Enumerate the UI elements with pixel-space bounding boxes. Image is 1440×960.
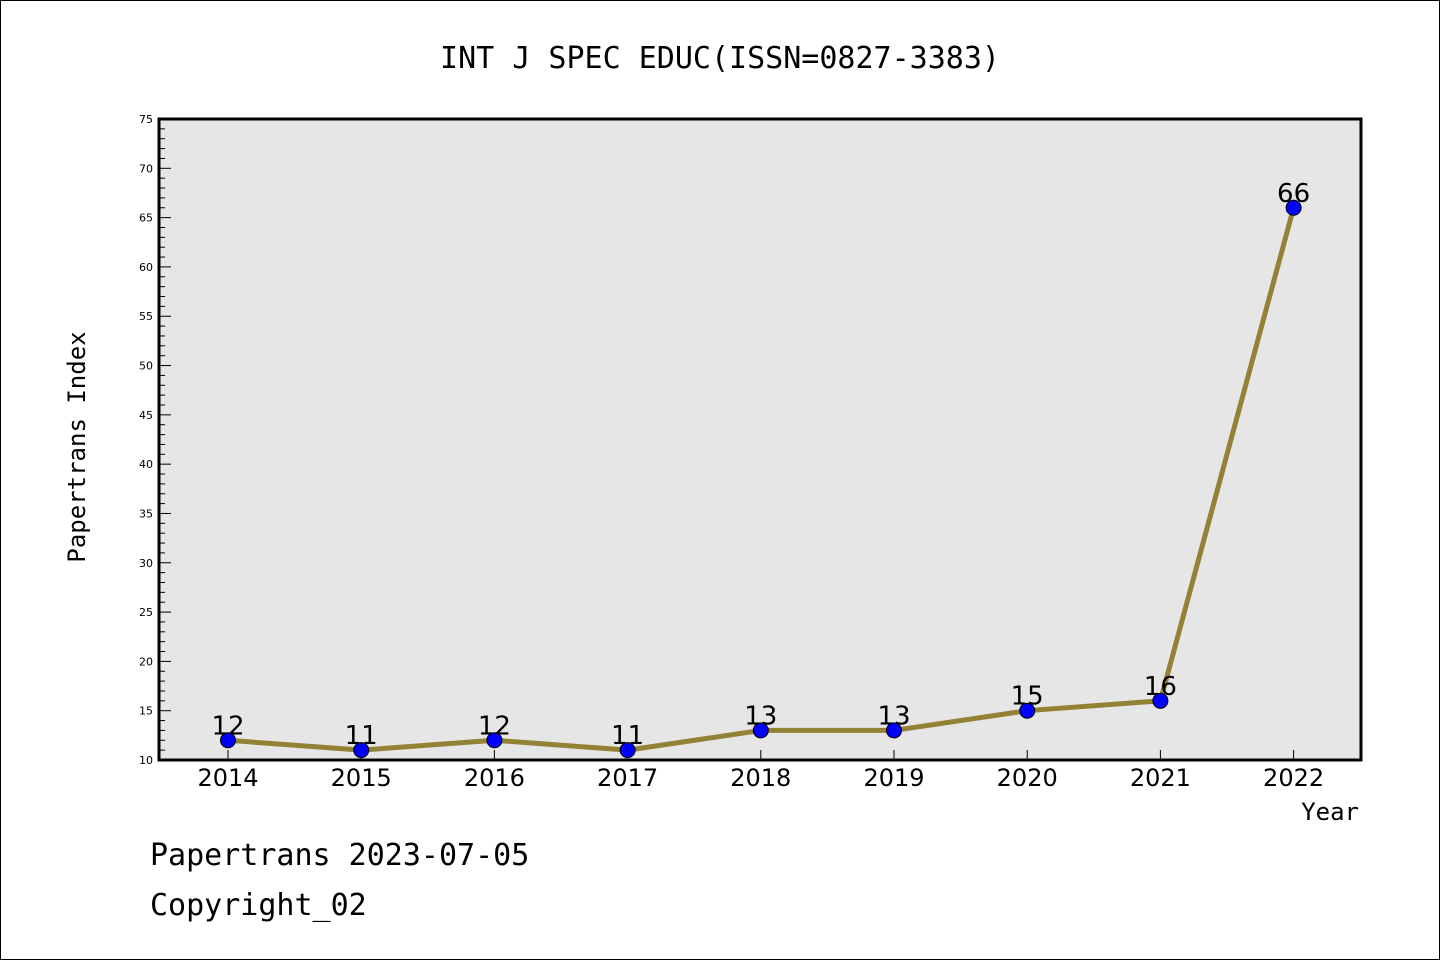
x-tick-label: 2018 [730, 764, 791, 792]
chart-title: INT J SPEC EDUC(ISSN=0827-3383) [440, 41, 1000, 76]
data-label: 12 [478, 711, 511, 741]
x-tick-label: 2015 [331, 764, 392, 792]
data-point [752, 722, 769, 739]
y-tick-label: 45 [139, 409, 153, 422]
data-label: 11 [611, 721, 644, 751]
y-tick-label: 20 [139, 655, 153, 668]
x-tick-label: 2020 [997, 764, 1058, 792]
x-axis: 2014 2015 2016 2017 2018 2019 2020 2021 2022 [197, 750, 1324, 792]
y-tick-label: 35 [139, 507, 153, 520]
y-axis-label: Papertrans Index [63, 331, 91, 562]
footer-date: Papertrans 2023-07-05 [150, 838, 529, 873]
y-tick-label: 65 [139, 212, 153, 225]
data-label: 13 [744, 701, 777, 731]
data-point [1019, 702, 1036, 719]
x-tick-label: 2022 [1263, 764, 1324, 792]
plot-area [159, 119, 1361, 760]
data-point [353, 742, 370, 759]
x-tick-label: 2019 [863, 764, 924, 792]
y-tick-label: 30 [139, 557, 153, 570]
data-label: 66 [1277, 179, 1310, 209]
x-tick-label: 2021 [1130, 764, 1191, 792]
data-point [1285, 199, 1302, 216]
data-label: 11 [345, 721, 378, 751]
data-point [619, 742, 636, 759]
y-tick-label: 10 [139, 754, 153, 767]
x-axis-label: Year [1301, 798, 1359, 826]
y-tick-label: 60 [139, 261, 153, 274]
data-point [886, 722, 902, 739]
y-tick-label: 55 [139, 310, 153, 323]
data-point [220, 732, 236, 749]
x-tick-label: 2014 [197, 764, 258, 792]
plot-border [157, 117, 1363, 762]
data-label: 16 [1144, 672, 1177, 702]
y-tick-label: 40 [139, 458, 153, 471]
y-axis: 10 15 20 25 30 35 40 45 50 55 60 65 70 75 [139, 113, 171, 767]
y-tick-label: 15 [139, 705, 153, 718]
x-tick-label: 2017 [597, 764, 658, 792]
y-tick-label: 75 [139, 113, 153, 126]
footer-copyright: Copyright_02 [150, 888, 367, 923]
series-group: 12 11 12 11 13 13 15 16 66 [211, 179, 1310, 759]
x-tick-label: 2016 [464, 764, 525, 792]
y-tick-label: 70 [139, 162, 153, 175]
data-label: 13 [877, 701, 910, 731]
data-label: 12 [211, 711, 244, 741]
data-point [1152, 692, 1169, 709]
y-tick-label: 50 [139, 360, 153, 373]
data-point [486, 732, 503, 749]
y-tick-label: 25 [139, 606, 153, 619]
data-label: 15 [1011, 682, 1044, 712]
